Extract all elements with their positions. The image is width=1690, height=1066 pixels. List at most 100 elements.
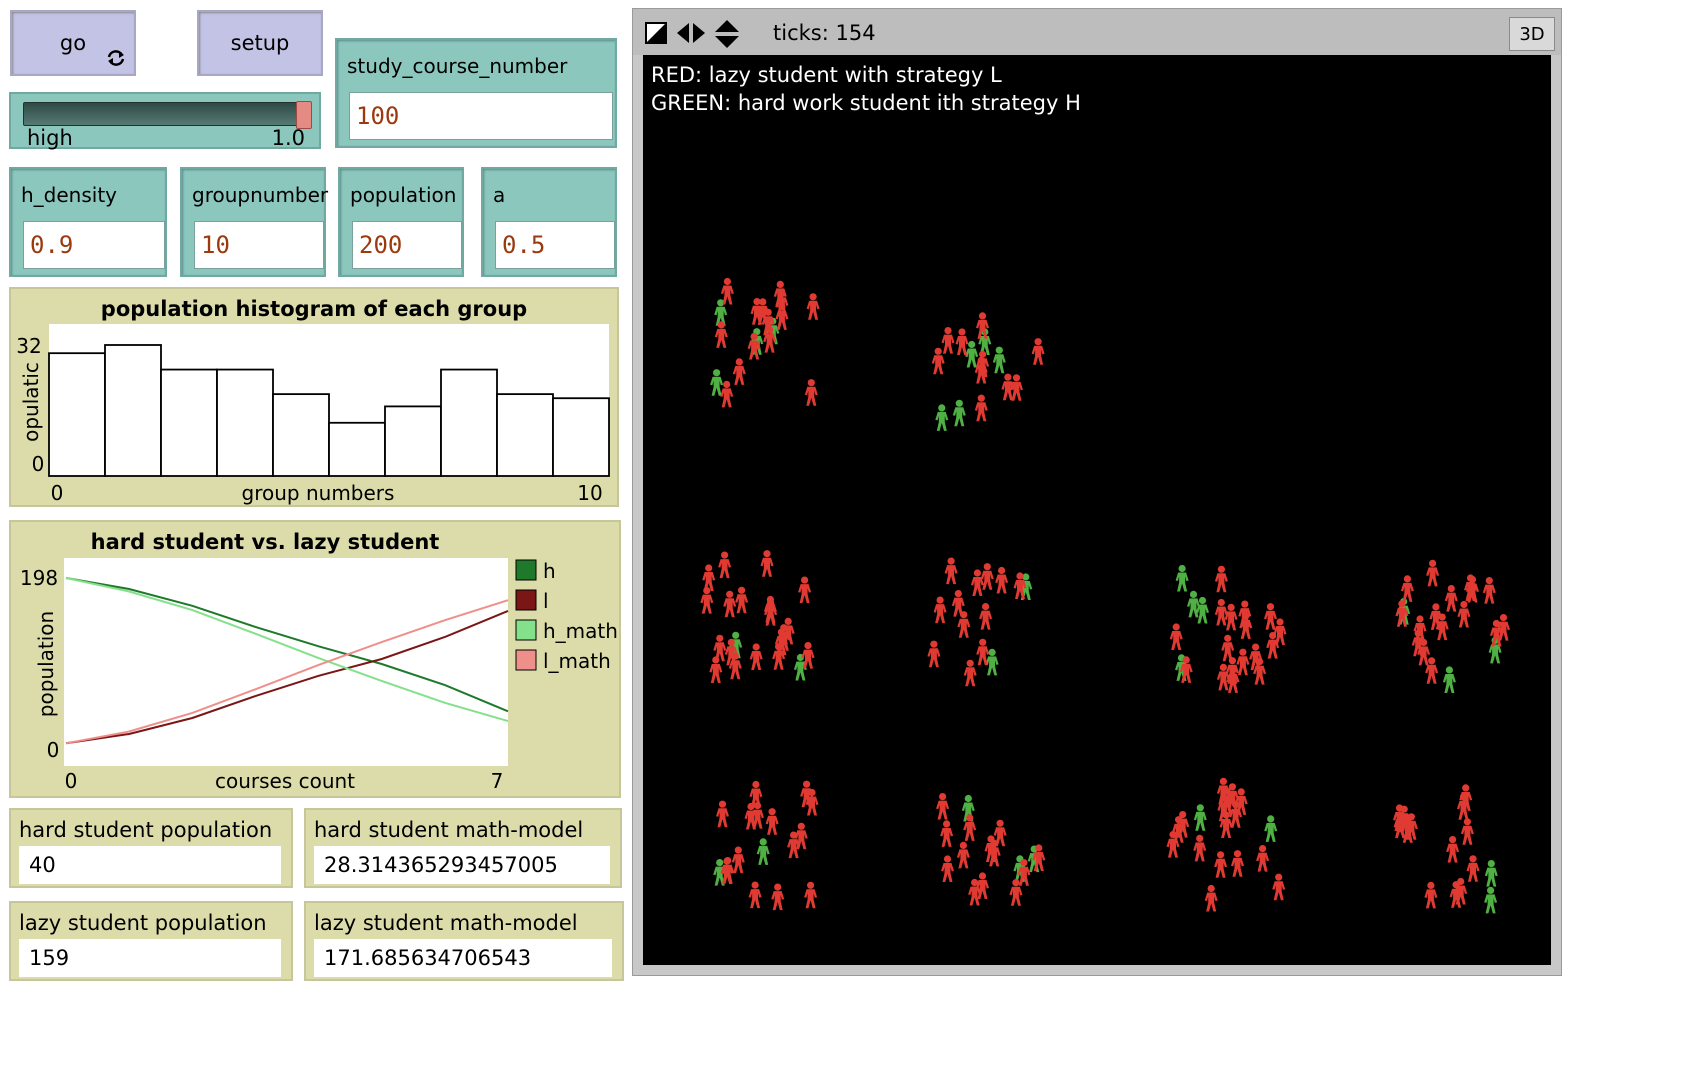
ticks-counter: ticks: 154 <box>773 21 876 45</box>
histogram-y-tick-min: 0 <box>32 452 45 476</box>
a-input: a 0.5 <box>481 167 617 277</box>
legend-swatch <box>515 559 537 581</box>
setup-button[interactable]: setup <box>197 10 323 76</box>
lazy-student-math-model-monitor: lazy student math-model 171.685634706543 <box>304 901 624 981</box>
histogram-chart: 32 0 0 10 group numbers opulatic <box>16 324 610 505</box>
student-agent <box>1426 559 1440 587</box>
histogram-x-tick-min: 0 <box>51 481 64 505</box>
histogram-bar <box>104 344 162 477</box>
student-agent <box>1460 818 1474 845</box>
lazy-math-value: 171.685634706543 <box>314 939 612 977</box>
high-slider[interactable]: high 1.0 <box>9 92 321 150</box>
student-agent <box>974 394 988 422</box>
histogram-title: population histogram of each group <box>100 297 528 321</box>
go-button[interactable]: go <box>10 10 136 76</box>
groupnumber-field[interactable]: 10 <box>194 221 324 269</box>
student-agent <box>940 820 954 847</box>
legend-swatch <box>515 589 537 611</box>
student-agent <box>1442 666 1456 693</box>
student-agent <box>955 328 969 355</box>
student-agent <box>952 399 966 427</box>
student-agent <box>1214 565 1228 593</box>
student-agent <box>1482 577 1496 604</box>
slider-track[interactable] <box>23 101 312 129</box>
student-agent <box>732 358 746 385</box>
student-agent <box>771 883 785 911</box>
student-agent <box>1457 600 1471 628</box>
world-canvas[interactable]: RED: lazy student with strategy L GREEN:… <box>643 55 1551 965</box>
lazy-student-population-monitor: lazy student population 159 <box>9 901 293 981</box>
student-agent <box>1424 881 1438 909</box>
histogram-bar <box>160 368 218 477</box>
student-agent <box>798 576 812 604</box>
study-course-number-field[interactable]: 100 <box>349 92 613 140</box>
hard-student-population-monitor: hard student population 40 <box>9 808 293 888</box>
student-agent <box>735 586 749 614</box>
series-line-h <box>65 577 509 713</box>
series-line-h-math <box>65 577 509 723</box>
histogram-bar <box>384 405 442 477</box>
student-agent <box>718 551 732 579</box>
student-agent <box>760 550 774 577</box>
vertical-resize-icon[interactable] <box>713 19 741 49</box>
student-agent <box>1231 850 1244 877</box>
hard-vs-lazy-plot: hard student vs. lazy student 198 0 0 7 … <box>9 520 621 798</box>
student-agent <box>1193 834 1207 862</box>
legend-label: l <box>543 589 549 613</box>
student-agent <box>806 293 820 320</box>
legend-green-text: GREEN: hard work student ith strategy H <box>651 91 1081 115</box>
legend-red-text: RED: lazy student with strategy L <box>651 63 1002 87</box>
legend-swatch <box>515 649 537 671</box>
view-toolbar: ticks: 154 3D <box>633 9 1561 55</box>
student-agent <box>1214 598 1228 626</box>
student-agent <box>1204 884 1218 912</box>
zoom-toggle-icon[interactable] <box>645 22 667 44</box>
groupnumber-input: groupnumber 10 <box>180 167 329 277</box>
population-input: population 200 <box>338 167 464 277</box>
agents-layer <box>700 277 1510 914</box>
horizontal-resize-icon[interactable] <box>675 21 707 45</box>
student-agent <box>931 347 945 375</box>
student-agent <box>1193 804 1207 831</box>
student-agent <box>935 404 949 431</box>
student-agent <box>794 822 808 850</box>
student-agent <box>702 564 716 591</box>
lineplot-x-tick-max: 7 <box>491 769 504 793</box>
setup-button-label: setup <box>230 31 290 55</box>
lazy-math-label: lazy student math-model <box>314 911 578 935</box>
population-field[interactable]: 200 <box>352 221 462 269</box>
student-agent <box>980 563 994 590</box>
histogram-y-tick-max: 32 <box>16 334 41 358</box>
slider-value: 1.0 <box>271 126 305 150</box>
groupnumber-label: groupnumber <box>192 183 329 207</box>
lineplot-x-label: courses count <box>215 769 355 793</box>
slider-thumb[interactable] <box>296 101 312 129</box>
forever-icon <box>107 50 125 66</box>
a-field[interactable]: 0.5 <box>495 221 615 269</box>
student-agent <box>756 838 770 865</box>
histogram-bar <box>328 421 386 477</box>
student-agent <box>963 659 977 687</box>
h-density-field[interactable]: 0.9 <box>23 221 165 269</box>
histogram-x-tick-max: 10 <box>577 481 602 505</box>
histogram-bar <box>272 393 330 477</box>
series-line-l-math <box>65 599 509 745</box>
lazy-pop-label: lazy student population <box>19 911 267 935</box>
student-agent <box>1214 851 1228 878</box>
student-agent <box>1484 860 1498 887</box>
student-agent <box>970 569 984 596</box>
student-agent <box>944 557 958 585</box>
student-agent <box>956 841 970 869</box>
slider-label: high <box>27 126 73 150</box>
student-agent <box>1446 836 1460 863</box>
student-agent <box>976 312 989 339</box>
histogram-plot: population histogram of each group 32 0 … <box>9 287 619 507</box>
3d-view-button[interactable]: 3D <box>1509 17 1555 51</box>
student-agent <box>749 643 763 670</box>
lineplot-x-tick-min: 0 <box>65 769 78 793</box>
student-agent <box>1264 603 1277 630</box>
histogram-bar <box>216 368 274 477</box>
student-agent <box>1256 845 1270 872</box>
population-label: population <box>350 183 457 207</box>
student-agent <box>710 369 724 396</box>
